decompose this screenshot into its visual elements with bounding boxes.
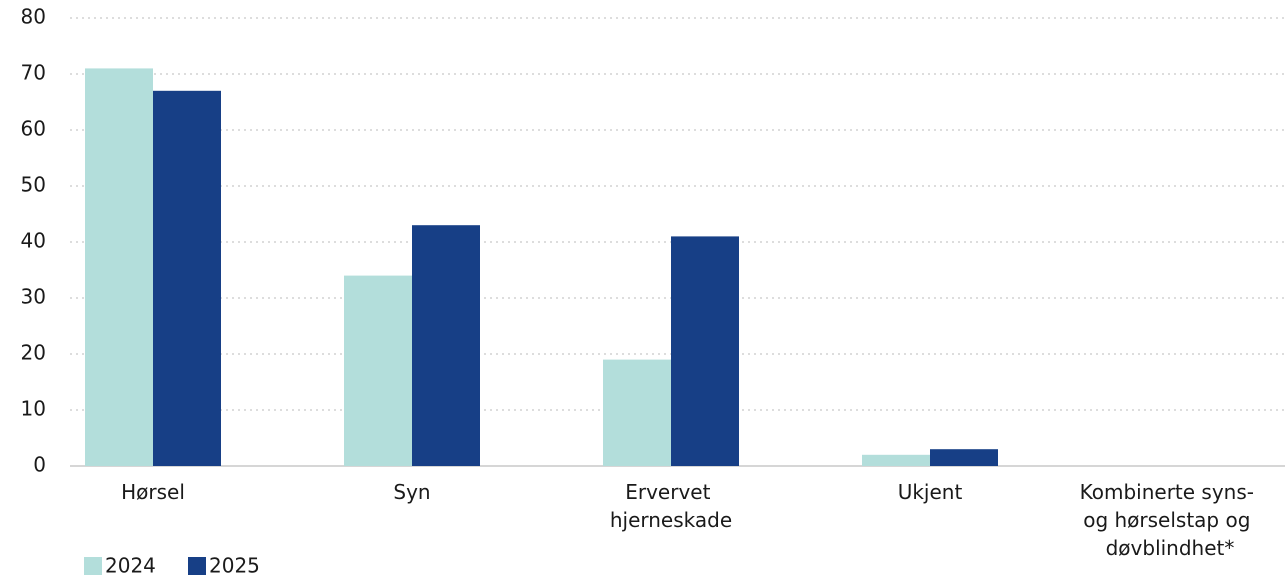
bar — [153, 90, 221, 467]
x-tick-label: Hørsel — [121, 480, 185, 504]
y-tick-label: 40 — [21, 229, 46, 253]
bar — [85, 68, 153, 467]
bar — [930, 449, 998, 466]
bar — [671, 236, 739, 466]
x-tick-label: Kombinerte syns- og hørselstap og døvbli… — [1080, 480, 1261, 560]
legend-label: 2024 — [105, 554, 156, 576]
x-tick-label: Syn — [393, 480, 430, 504]
y-tick-label: 70 — [21, 61, 46, 85]
legend-swatch — [188, 557, 206, 575]
y-tick-label: 30 — [21, 285, 46, 309]
bar — [412, 225, 480, 466]
bar — [862, 454, 930, 466]
y-tick-label: 50 — [21, 173, 46, 197]
legend-label: 2025 — [209, 554, 260, 576]
bar — [603, 359, 671, 466]
y-tick-label: 0 — [33, 453, 46, 477]
x-tick-label: Ervervet hjerneskade — [610, 480, 732, 532]
bar — [344, 275, 412, 466]
y-tick-label: 10 — [21, 397, 46, 421]
legend-swatch — [84, 557, 102, 575]
y-tick-label: 60 — [21, 117, 46, 141]
y-tick-label: 80 — [21, 5, 46, 29]
y-tick-label: 20 — [21, 341, 46, 365]
x-tick-label: Ukjent — [898, 480, 963, 504]
